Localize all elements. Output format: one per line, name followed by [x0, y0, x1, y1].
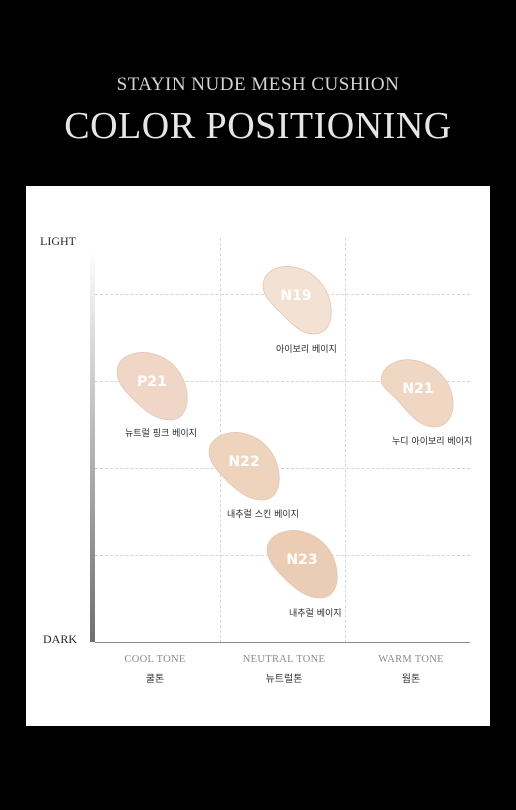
- column-label-neutral: NEUTRAL TONE: [242, 654, 326, 665]
- shade-name: 내추럴 스킨 베이지: [227, 510, 299, 520]
- swatch-blob: [208, 432, 280, 501]
- shade-name: 뉴트럴 핑크 베이지: [125, 429, 197, 439]
- shade-code: N21: [402, 381, 434, 397]
- column-label-warm-ko: 웜톤: [401, 674, 421, 685]
- column-label-cool-ko: 쿨톤: [145, 674, 165, 685]
- shade-swatch-n22: N22: [206, 432, 282, 502]
- column-label-neutral-ko: 뉴트럴톤: [265, 674, 303, 685]
- shade-code: N22: [228, 454, 260, 470]
- grid-line: [95, 468, 470, 469]
- shade-swatch-n23: N23: [264, 530, 340, 600]
- shade-code: N19: [280, 288, 312, 304]
- light-axis-label: LIGHT: [40, 234, 76, 248]
- grid-line: [95, 381, 470, 382]
- shade-swatch-n19: N19: [258, 266, 334, 336]
- swatch-blob: [380, 359, 454, 428]
- lightness-gradient-bar: [90, 250, 95, 642]
- swatch-blob: [262, 266, 332, 335]
- swatch-blob: [116, 352, 188, 421]
- page-title: COLOR POSITIONING: [64, 105, 452, 147]
- shade-code: N23: [286, 552, 318, 568]
- swatch-blob: [266, 530, 338, 599]
- column-label-warm: WARM TONE: [378, 654, 444, 665]
- positioning-chart-panel: LIGHT DARK COOL TONE 쿨톤 NEUTRAL TONE 뉴트럴…: [26, 186, 490, 726]
- shade-swatch-n21: N21: [380, 359, 456, 429]
- shade-code: P21: [137, 374, 167, 390]
- product-subtitle: STAYIN NUDE MESH CUSHION: [116, 74, 400, 95]
- shade-name: 아이보리 베이지: [276, 345, 337, 355]
- grid-line: [345, 238, 346, 643]
- x-axis-line: [95, 642, 470, 643]
- dark-axis-label: DARK: [43, 632, 78, 646]
- shade-name: 내추럴 베이지: [289, 609, 342, 619]
- shade-name: 누디 아이보리 베이지: [392, 437, 473, 447]
- shade-swatch-p21: P21: [114, 352, 190, 422]
- column-label-cool: COOL TONE: [124, 654, 186, 665]
